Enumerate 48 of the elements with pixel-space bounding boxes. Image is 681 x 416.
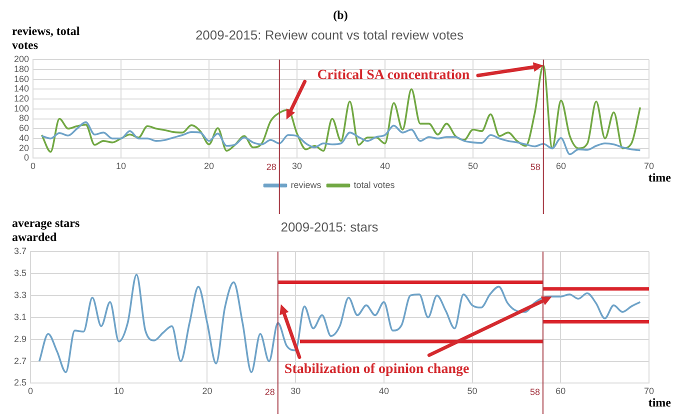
y-tick-label: 180	[14, 64, 30, 74]
y-tick-label: 100	[14, 103, 30, 114]
ref-line-label: 28	[264, 387, 275, 398]
x-tick-label: 10	[116, 161, 126, 172]
y-tick-label: 20	[19, 142, 30, 153]
y-axis-title: reviews, total votes	[12, 24, 80, 52]
x-tick-label: 50	[468, 161, 478, 172]
y-tick-label: 0	[24, 152, 30, 163]
y-tick-label: 2.9	[14, 334, 27, 344]
y-tick-label: 2.5	[14, 378, 27, 388]
x-tick-label: 60	[556, 386, 566, 396]
y-tick-label: 3.5	[14, 268, 27, 278]
y-tick-label: 200	[14, 54, 30, 64]
x-tick-label: 70	[644, 161, 654, 172]
x-tick-label: 20	[204, 161, 214, 172]
x-tick-label: 0	[30, 161, 36, 172]
text: (b)	[332, 8, 349, 22]
x-tick-label: 60	[556, 161, 566, 172]
y-tick-label: 120	[14, 94, 30, 104]
x-tick-label: 40	[380, 161, 390, 172]
y-tick-label: 3.1	[14, 312, 27, 322]
y-axis-title: average stars awarded	[12, 216, 80, 244]
annotation: Stabilization of opinion change	[284, 362, 470, 377]
legend-label: reviews	[290, 180, 322, 190]
x-axis-title: time	[648, 170, 672, 184]
x-tick-label: 50	[467, 386, 478, 396]
x-tick-label: 70	[644, 386, 654, 396]
legend-label: total votes	[354, 180, 396, 190]
y-tick-label: 60	[19, 123, 30, 134]
annotation: Critical SA concentration	[317, 68, 470, 84]
ref-line-label: 28	[266, 162, 276, 172]
x-axis-title: time	[648, 395, 672, 410]
x-tick-label: 20	[202, 386, 212, 396]
x-tick-label: 10	[114, 386, 124, 396]
ref-line-label: 58	[530, 387, 540, 398]
chart-title: 2009-2015: stars	[280, 219, 379, 234]
y-tick-label: 40	[19, 132, 30, 143]
y-tick-label: 80	[19, 113, 30, 124]
x-tick-label: 30	[290, 386, 301, 396]
y-tick-label: 2.7	[14, 356, 27, 366]
y-tick-label: 160	[14, 74, 30, 84]
y-tick-label: 3.7	[14, 246, 27, 256]
ref-line-label: 58	[530, 162, 540, 172]
x-tick-label: 30	[292, 161, 302, 172]
chart-title: 2009-2015: Review count vs total review votes	[195, 27, 464, 42]
y-tick-label: 140	[14, 84, 30, 94]
y-tick-label: 3.3	[14, 290, 27, 300]
x-tick-label: 40	[378, 386, 389, 396]
